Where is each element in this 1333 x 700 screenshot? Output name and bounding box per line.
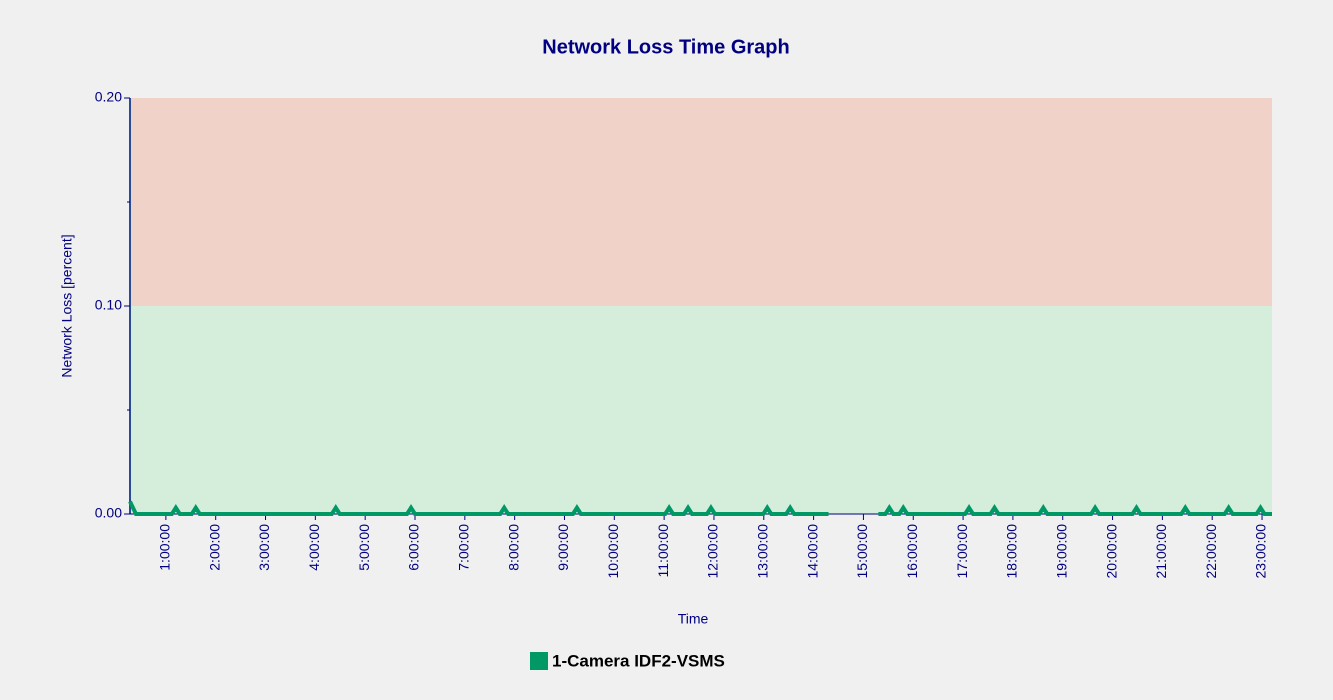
x-tick-label: 16:00:00 — [904, 524, 920, 579]
series-line — [128, 500, 1272, 516]
legend-label: 1-Camera IDF2-VSMS — [552, 651, 725, 670]
x-tick-label: 1:00:00 — [157, 524, 173, 571]
x-tick-label: 9:00:00 — [555, 524, 571, 571]
x-tick-label: 22:00:00 — [1203, 524, 1219, 579]
x-tick-label: 18:00:00 — [1004, 524, 1020, 579]
x-tick-label: 15:00:00 — [854, 524, 870, 579]
x-tick-label: 17:00:00 — [954, 524, 970, 579]
x-tick-label: 20:00:00 — [1103, 524, 1119, 579]
x-tick-label: 3:00:00 — [256, 524, 272, 571]
x-tick-label: 10:00:00 — [605, 524, 621, 579]
x-tick-label: 13:00:00 — [754, 524, 770, 579]
x-tick-label: 5:00:00 — [356, 524, 372, 571]
y-tick-label: 0.20 — [95, 89, 122, 105]
x-tick-label: 23:00:00 — [1253, 524, 1269, 579]
x-axis-label: Time — [678, 611, 709, 627]
y-tick-label: 0.10 — [95, 297, 122, 313]
y-axis-label: Network Loss [percent] — [59, 234, 75, 377]
x-tick-label: 6:00:00 — [406, 524, 422, 571]
threshold-band — [130, 306, 1272, 514]
x-tick-label: 21:00:00 — [1153, 524, 1169, 579]
x-tick-label: 12:00:00 — [705, 524, 721, 579]
x-tick-label: 19:00:00 — [1053, 524, 1069, 579]
y-tick-label: 0.00 — [95, 505, 122, 521]
x-tick-label: 4:00:00 — [306, 524, 322, 571]
x-tick-label: 8:00:00 — [505, 524, 521, 571]
x-tick-label: 11:00:00 — [655, 524, 671, 578]
threshold-band — [130, 98, 1272, 306]
x-tick-label: 14:00:00 — [804, 524, 820, 579]
legend-swatch — [530, 652, 548, 670]
chart-title: Network Loss Time Graph — [542, 36, 789, 58]
x-tick-label: 2:00:00 — [206, 524, 222, 571]
x-tick-label: 7:00:00 — [456, 524, 472, 571]
